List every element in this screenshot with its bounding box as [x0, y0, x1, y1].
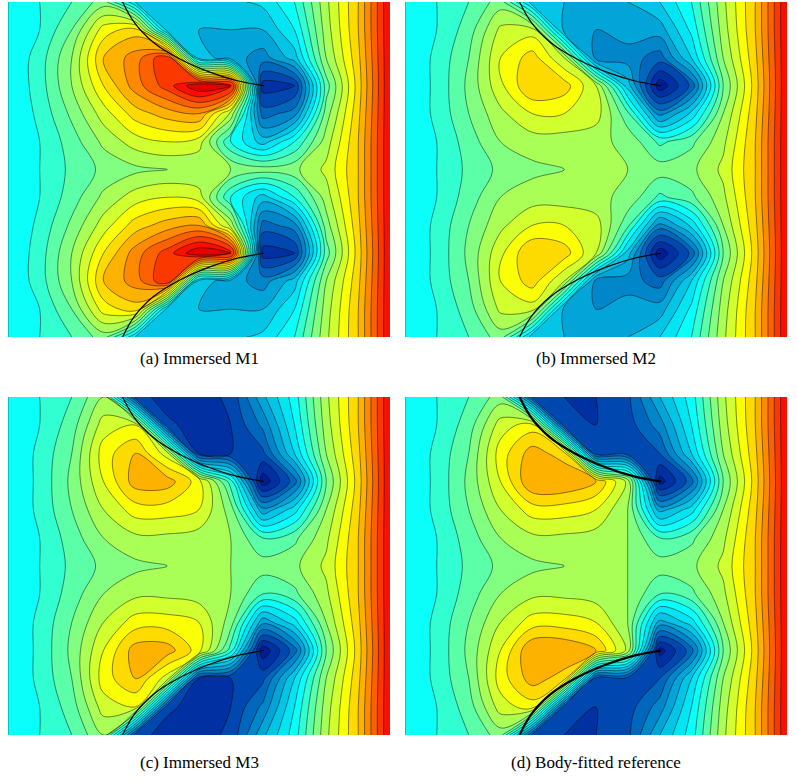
- svg-text:(b) Immersed M2: (b) Immersed M2: [536, 349, 656, 368]
- svg-text:(d) Body-fitted reference: (d) Body-fitted reference: [511, 753, 681, 772]
- svg-text:(c) Immersed M3: (c) Immersed M3: [140, 753, 259, 772]
- svg-text:(a) Immersed M1: (a) Immersed M1: [140, 349, 259, 368]
